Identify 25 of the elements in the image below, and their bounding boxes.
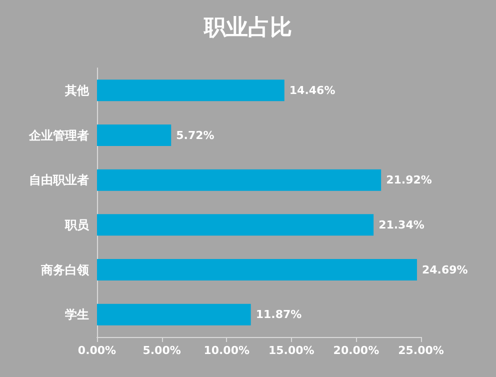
x-tick-label: 25.00% [398, 344, 444, 357]
y-tick-label: 其他 [64, 83, 90, 98]
data-label: 24.69% [422, 263, 468, 276]
x-tick-label: 5.00% [142, 344, 181, 357]
bar [97, 258, 417, 281]
bar [97, 214, 374, 236]
y-tick-label: 职员 [64, 218, 90, 232]
x-tick-label: 10.00% [204, 344, 250, 357]
x-tick-label: 0.00% [78, 344, 116, 357]
y-tick-label: 自由职业者 [29, 173, 89, 188]
y-tick-label: 学生 [65, 308, 89, 322]
data-label: 21.92% [386, 174, 432, 187]
data-label: 21.34% [378, 218, 424, 232]
data-label: 14.46% [289, 84, 336, 97]
data-label: 11.87% [256, 308, 302, 322]
bar [97, 304, 251, 326]
x-tick-label: 20.00% [333, 344, 380, 357]
x-tick-label: 15.00% [268, 344, 314, 357]
y-tick-label: 商务白领 [40, 262, 90, 277]
y-tick-label: 企业管理者 [28, 128, 89, 142]
data-label: 5.72% [176, 128, 214, 142]
bar [97, 169, 382, 191]
chart-title: 职业占比 [203, 16, 292, 40]
bar [97, 124, 172, 146]
bar [97, 80, 284, 102]
